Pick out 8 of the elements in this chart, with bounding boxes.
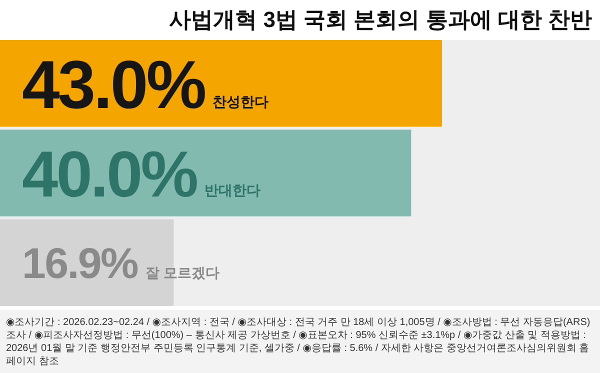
data-label: 43.0% bbox=[22, 46, 206, 123]
data-label: 40.0% bbox=[22, 137, 198, 210]
text: ◉조사기간 : 2026.02.23~02.24 / ◉조사지역 : 전국 / ◉조사대상 : 전국 거주 만 18세 이상 1,005명 / ◉조사방법 : 무선 자동응답(ARS) 조사 / ◉피조사자선정방법 : 무선(100%) – 통신사 제공 가상번호 / ◉표본오차 : 95% 신뢰수준 ±3.1%p / ◉가중값 산출 및 적용방법 : 2026년 01월 말 기준 행정안전부 주민등록 인구통계 기준, 셀가중 / ◉응답률 : 5.6% / 자세한 사항은 중앙선거여론조사심의위원회 홈페이지 참조 bbox=[6, 316, 592, 368]
chart-title: 사법개혁 3법 국회 본회의 통과에 대한 찬반 bbox=[169, 7, 592, 32]
y-tick-label: 잘 모르겠다 bbox=[145, 264, 220, 280]
y-tick-label: 찬성한다 bbox=[212, 93, 269, 110]
y-tick-label: 반대한다 bbox=[204, 182, 261, 198]
data-label: 16.9% bbox=[22, 240, 139, 288]
